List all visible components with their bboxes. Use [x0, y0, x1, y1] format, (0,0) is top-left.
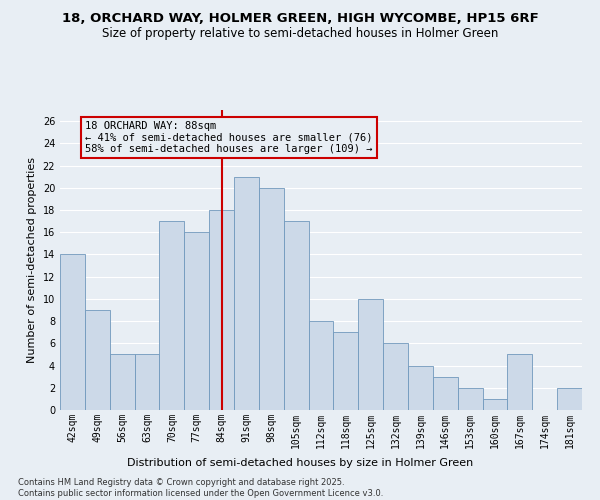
Text: 18 ORCHARD WAY: 88sqm
← 41% of semi-detached houses are smaller (76)
58% of semi: 18 ORCHARD WAY: 88sqm ← 41% of semi-deta… [85, 121, 373, 154]
Bar [358, 299, 383, 410]
Bar [433, 376, 458, 410]
Bar [184, 232, 209, 410]
Bar [85, 310, 110, 410]
Bar [334, 332, 358, 410]
Bar [308, 321, 334, 410]
Bar [408, 366, 433, 410]
Text: Distribution of semi-detached houses by size in Holmer Green: Distribution of semi-detached houses by … [127, 458, 473, 468]
Bar [508, 354, 532, 410]
Bar [482, 399, 508, 410]
Bar [60, 254, 85, 410]
Text: 18, ORCHARD WAY, HOLMER GREEN, HIGH WYCOMBE, HP15 6RF: 18, ORCHARD WAY, HOLMER GREEN, HIGH WYCO… [62, 12, 538, 26]
Bar [383, 344, 408, 410]
Bar [234, 176, 259, 410]
Bar [259, 188, 284, 410]
Bar [557, 388, 582, 410]
Bar [458, 388, 482, 410]
Y-axis label: Number of semi-detached properties: Number of semi-detached properties [27, 157, 37, 363]
Bar [134, 354, 160, 410]
Bar [209, 210, 234, 410]
Bar [110, 354, 134, 410]
Text: Contains HM Land Registry data © Crown copyright and database right 2025.
Contai: Contains HM Land Registry data © Crown c… [18, 478, 383, 498]
Text: Size of property relative to semi-detached houses in Holmer Green: Size of property relative to semi-detach… [102, 28, 498, 40]
Bar [284, 221, 308, 410]
Bar [160, 221, 184, 410]
